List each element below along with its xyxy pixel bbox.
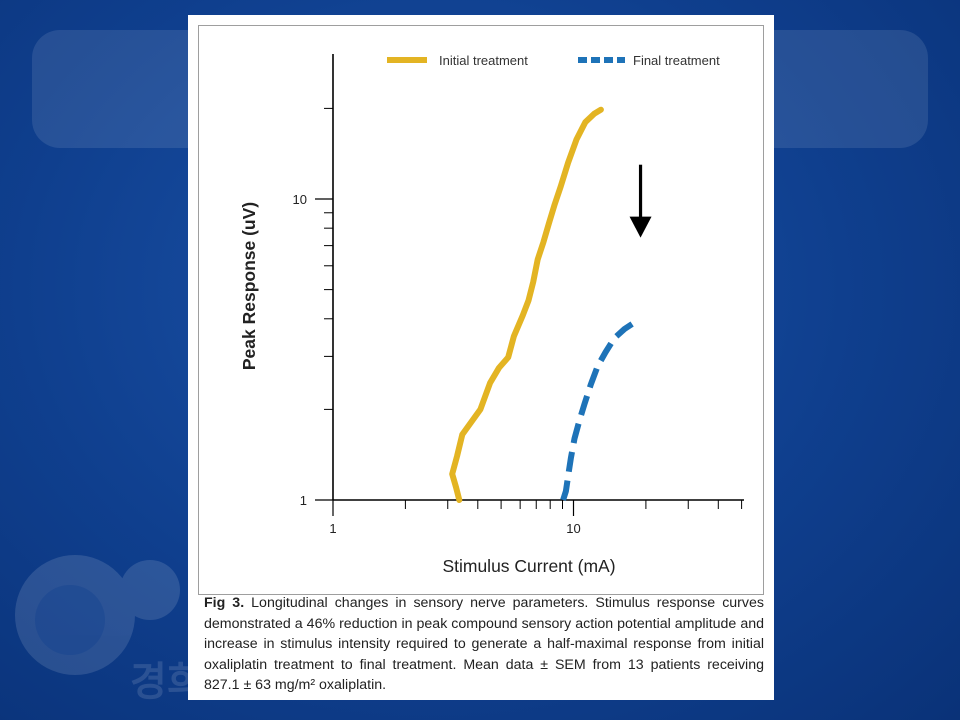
y-axis-label: Peak Response (uV)	[239, 202, 259, 370]
y-tick-label: 1	[300, 493, 307, 508]
series-final-treatment-line	[560, 321, 635, 501]
legend-label-final: Final treatment	[633, 53, 720, 68]
x-tick-label: 10	[566, 521, 580, 536]
legend-label-initial: Initial treatment	[439, 53, 528, 68]
x-tick-label: 1	[329, 521, 336, 536]
x-axis-label: Stimulus Current (mA)	[442, 556, 615, 576]
figure-caption: Fig 3. Longitudinal changes in sensory n…	[204, 593, 764, 696]
arrow-down-icon	[629, 216, 652, 238]
series-initial-treatment-line	[449, 106, 604, 503]
figure-card: 1 10 1 10 Initial treatment Final treatment …	[188, 15, 774, 700]
caption-label: Fig 3.	[204, 595, 245, 611]
chart-frame: 1 10 1 10 Initial treatment Final treatment …	[198, 25, 764, 595]
caption-text: Longitudinal changes in sensory nerve pa…	[204, 595, 764, 694]
y-tick-label: 10	[293, 192, 307, 207]
